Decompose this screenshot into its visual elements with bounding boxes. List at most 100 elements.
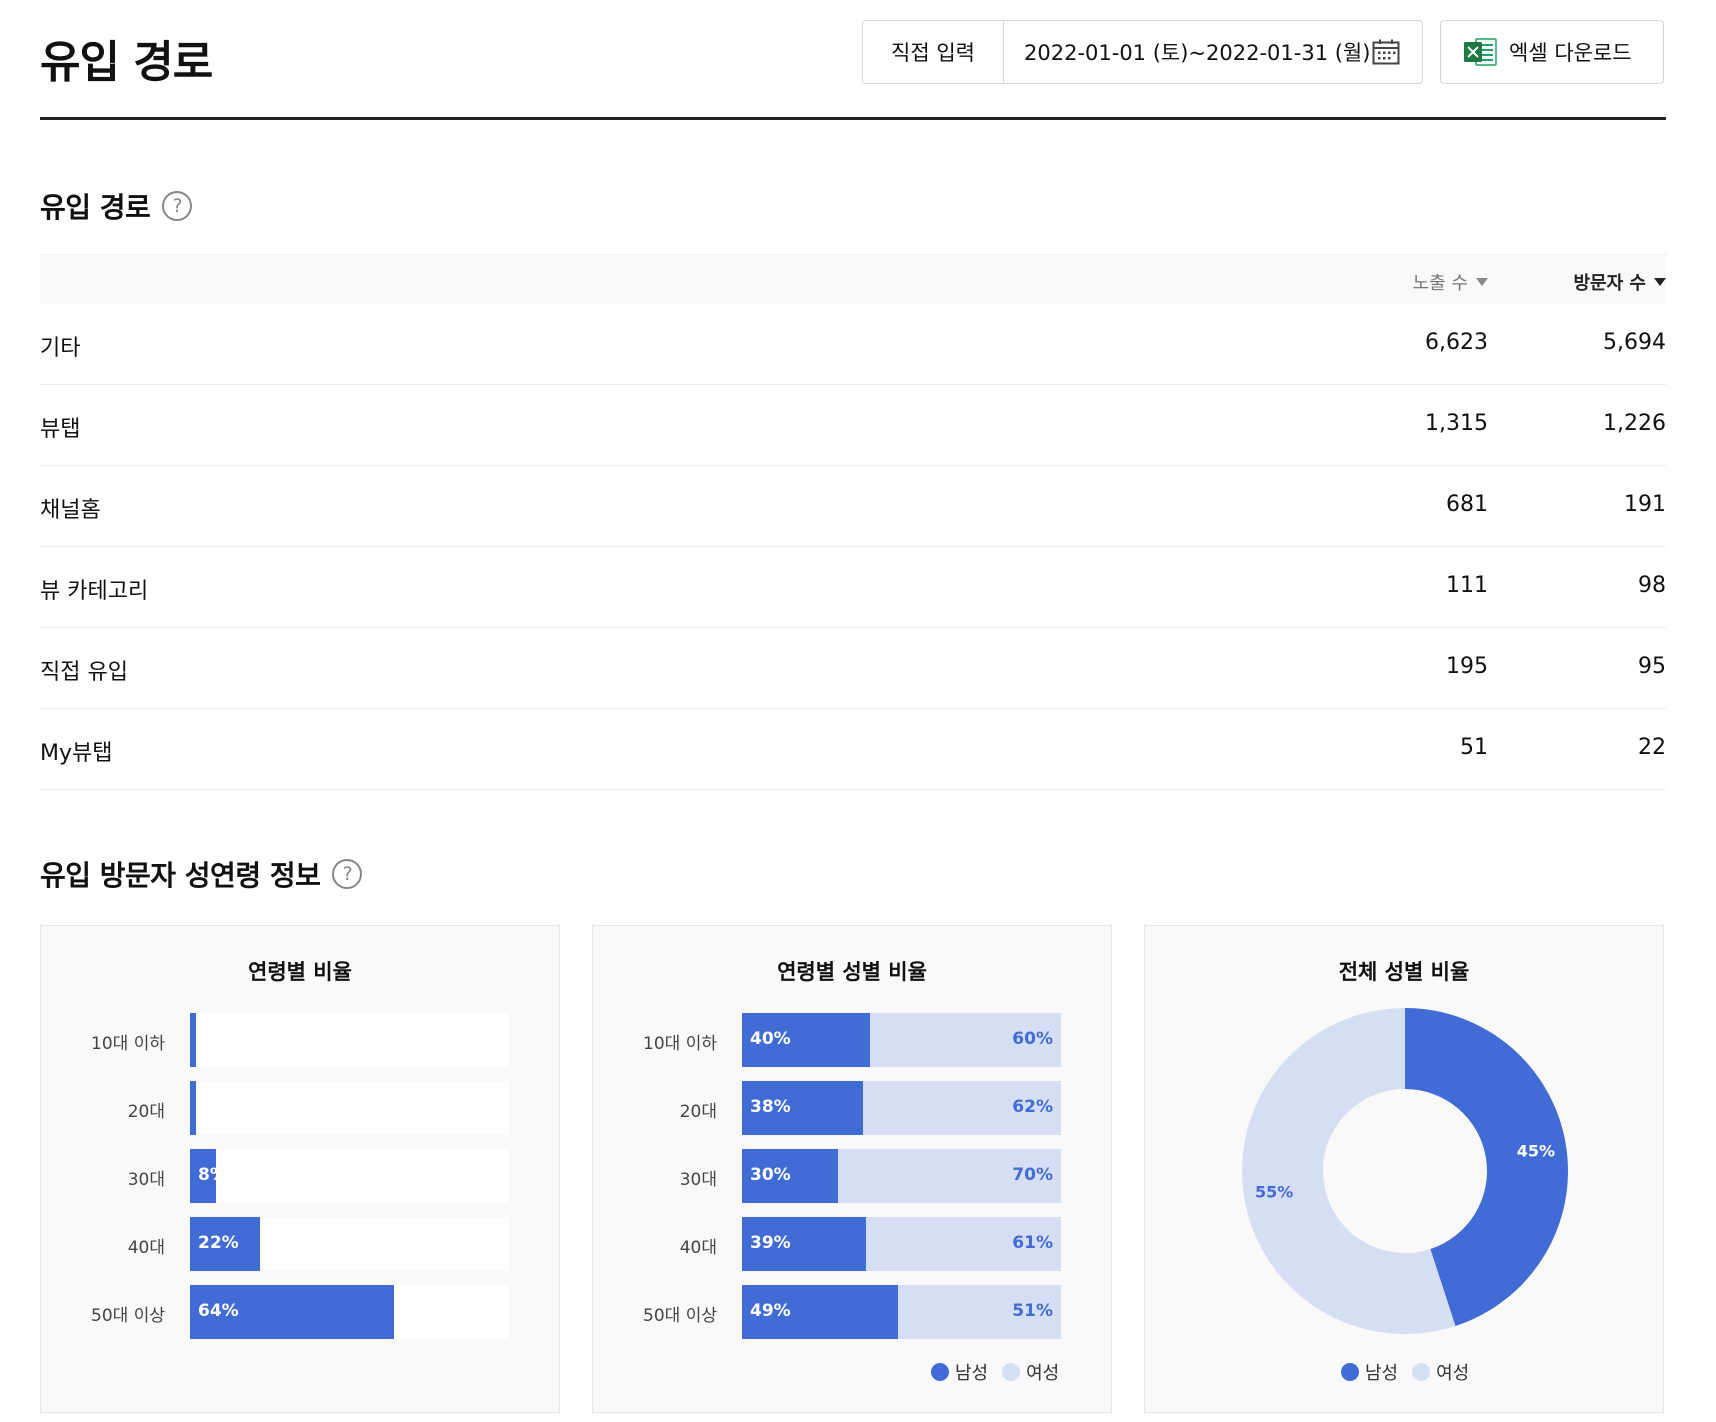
female-value-label: 70% <box>1012 1165 1053 1185</box>
legend-item-male: 남성 <box>1341 1359 1398 1385</box>
male-value-label: 40% <box>750 1029 791 1049</box>
excel-icon <box>1464 38 1497 66</box>
age-category-label: 10대 이하 <box>91 1034 165 1054</box>
total-gender-card: 전체 성별 비율 45% 55% 남성 여성 <box>1144 925 1664 1413</box>
caret-down-icon <box>1654 278 1666 286</box>
female-bar: 30% 70% <box>742 1149 1061 1203</box>
inflow-table: 노출 수 방문자 수 기타 6,623 5,694 뷰탭 1,315 1,226… <box>40 254 1666 790</box>
age-category-label: 50대 이상 <box>91 1306 165 1326</box>
date-mode-button[interactable]: 직접 입력 <box>863 21 1004 83</box>
age-bar-track: 22% <box>190 1217 509 1271</box>
table-row: 채널홈 681 191 <box>40 466 1666 547</box>
male-bar <box>742 1081 864 1135</box>
impressions-header-label: 노출 수 <box>1412 273 1468 294</box>
sort-visitors-header[interactable]: 방문자 수 <box>1573 269 1666 295</box>
date-range-text: 2022-01-01 (토)~2022-01-31 (월) <box>1024 41 1371 65</box>
legend-item-male: 남성 <box>931 1359 988 1385</box>
male-value-label: 49% <box>750 1301 791 1321</box>
legend-item-female: 여성 <box>1002 1359 1059 1385</box>
age-category-label: 40대 <box>127 1238 165 1258</box>
female-slice <box>1242 1008 1456 1334</box>
gender-bar-row: 20대 38% 62% <box>593 1081 1111 1135</box>
female-bar: 49% 51% <box>742 1285 1061 1339</box>
female-value-label: 60% <box>1012 1029 1053 1049</box>
female-percent-label: 55% <box>1255 1183 1293 1202</box>
female-bar: 39% 61% <box>742 1217 1061 1271</box>
gender-age-category-label: 20대 <box>679 1102 717 1122</box>
impressions-cell: 681 <box>1446 492 1488 517</box>
age-bar-row: 50대 이상 64% <box>41 1285 559 1339</box>
gender-by-age-card: 연령별 성별 비율 남성 여성 10대 이하 40% 60% 20대 38% 62% 30대… <box>592 925 1112 1413</box>
age-bar-track: 8% <box>190 1149 509 1203</box>
demographics-section-title-text: 유입 방문자 성연령 정보 <box>40 859 321 892</box>
female-dot-icon <box>1002 1363 1021 1381</box>
table-row: 직접 유입 195 95 <box>40 628 1666 709</box>
age-bar-row: 10대 이하 <box>41 1013 559 1067</box>
gender-bar-row: 40대 39% 61% <box>593 1217 1111 1271</box>
female-dot-icon <box>1412 1363 1431 1381</box>
age-bar-track <box>190 1013 509 1067</box>
impressions-cell: 195 <box>1446 654 1488 679</box>
date-range-picker[interactable]: 2022-01-01 (토)~2022-01-31 (월) <box>1004 21 1422 83</box>
excel-download-label: 엑셀 다운로드 <box>1509 41 1632 65</box>
male-dot-icon <box>1341 1363 1359 1381</box>
caret-down-icon <box>1476 278 1488 286</box>
legend-female-label: 여성 <box>1436 1363 1470 1384</box>
calendar-icon[interactable] <box>1372 39 1400 65</box>
gender-age-category-label: 40대 <box>679 1238 717 1258</box>
female-value-label: 61% <box>1012 1233 1053 1253</box>
age-ratio-title: 연령별 비율 <box>248 960 352 984</box>
table-header: 노출 수 방문자 수 <box>40 254 1666 304</box>
visitors-cell: 191 <box>1624 492 1666 517</box>
gender-bar-row: 50대 이상 49% 51% <box>593 1285 1111 1339</box>
male-value-label: 30% <box>750 1165 791 1185</box>
male-value-label: 38% <box>750 1097 791 1117</box>
age-bar-row: 30대 8% <box>41 1149 559 1203</box>
age-category-label: 20대 <box>127 1102 165 1122</box>
male-bar <box>742 1013 870 1067</box>
gender-age-category-label: 10대 이하 <box>643 1034 717 1054</box>
source-cell: 기타 <box>40 336 81 361</box>
age-bar-row: 20대 <box>41 1081 559 1135</box>
age-bar <box>190 1081 197 1135</box>
table-row: 뷰 카테고리 111 98 <box>40 547 1666 628</box>
legend-male-label: 남성 <box>1365 1363 1399 1384</box>
age-bar-row: 40대 22% <box>41 1217 559 1271</box>
source-cell: 뷰 카테고리 <box>40 579 149 604</box>
age-bar <box>190 1013 197 1067</box>
sort-impressions-header[interactable]: 노출 수 <box>1413 269 1488 295</box>
help-icon[interactable]: ? <box>332 859 363 889</box>
excel-download-button[interactable]: 엑셀 다운로드 <box>1440 20 1664 84</box>
visitors-cell: 98 <box>1638 573 1666 598</box>
male-bar <box>742 1217 867 1271</box>
age-bar-track <box>190 1081 509 1135</box>
female-value-label: 51% <box>1012 1301 1053 1321</box>
legend-female-label: 여성 <box>1026 1363 1060 1384</box>
gender-age-category-label: 30대 <box>679 1170 717 1190</box>
legend-item-female: 여성 <box>1412 1359 1469 1385</box>
male-bar <box>742 1149 838 1203</box>
total-gender-title: 전체 성별 비율 <box>1338 960 1470 984</box>
impressions-cell: 1,315 <box>1425 411 1488 436</box>
visitors-cell: 5,694 <box>1603 330 1666 355</box>
gender-by-age-title: 연령별 성별 비율 <box>777 960 927 984</box>
male-value-label: 39% <box>750 1233 791 1253</box>
page-title: 유입 경로 <box>40 37 213 88</box>
legend-male-label: 남성 <box>955 1363 989 1384</box>
age-category-label: 30대 <box>127 1170 165 1190</box>
source-cell: 직접 유입 <box>40 660 128 685</box>
gender-bar-row: 30대 30% 70% <box>593 1149 1111 1203</box>
help-icon[interactable]: ? <box>162 191 193 221</box>
impressions-cell: 6,623 <box>1425 330 1488 355</box>
male-slice <box>1405 1008 1568 1327</box>
visitors-cell: 1,226 <box>1603 411 1666 436</box>
gender-donut-chart: 45% 55% <box>1242 1008 1568 1334</box>
age-bar: 64% <box>190 1285 395 1339</box>
age-bar-track: 64% <box>190 1285 509 1339</box>
age-bar: 8% <box>190 1149 216 1203</box>
table-row: My뷰탭 51 22 <box>40 709 1666 790</box>
female-value-label: 62% <box>1012 1097 1053 1117</box>
gender-bar-row: 10대 이하 40% 60% <box>593 1013 1111 1067</box>
age-ratio-card: 연령별 비율 10대 이하 20대 30대 8% 40대 22% 50대 이상 64% <box>40 925 560 1413</box>
visitors-cell: 22 <box>1638 735 1666 760</box>
